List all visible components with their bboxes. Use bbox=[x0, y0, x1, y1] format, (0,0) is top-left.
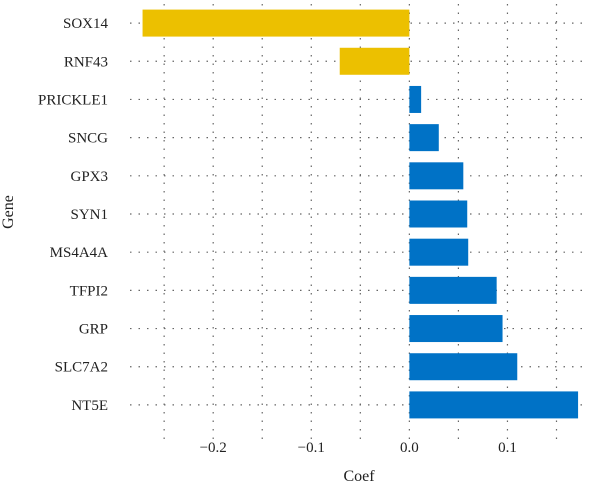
y-tick-label: SLC7A2 bbox=[55, 360, 108, 376]
y-tick-label: GRP bbox=[79, 322, 108, 338]
y-tick-label: SYN1 bbox=[70, 207, 108, 223]
bar-sncg bbox=[409, 124, 439, 152]
y-tick-label: GPX3 bbox=[70, 169, 108, 185]
bar-tfpi2 bbox=[409, 276, 497, 304]
y-tick-labels: SOX14 RNF43 PRICKLE1 SNCG GPX3 SYN1 MS4A4A TFPI… bbox=[38, 16, 109, 414]
y-tick-label: SNCG bbox=[68, 131, 108, 147]
x-tick-labels: −0.2 −0.1 0.0 0.1 bbox=[200, 440, 517, 456]
y-axis-title: Gene bbox=[0, 195, 17, 229]
x-tick-label: 0.0 bbox=[400, 440, 419, 456]
bar-grp bbox=[409, 315, 503, 343]
y-tick-label: TFPI2 bbox=[70, 283, 108, 299]
bar-rnf43 bbox=[339, 47, 410, 75]
bar-syn1 bbox=[409, 200, 468, 228]
x-tick-label: −0.1 bbox=[298, 440, 325, 456]
x-tick-label: 0.1 bbox=[498, 440, 517, 456]
bar-prickle1 bbox=[409, 85, 422, 113]
y-tick-label: MS4A4A bbox=[50, 245, 109, 261]
bar-nt5e bbox=[409, 391, 579, 419]
bar-sox14 bbox=[142, 9, 410, 37]
y-tick-label: NT5E bbox=[71, 398, 108, 414]
x-tick-label: −0.2 bbox=[200, 440, 227, 456]
y-tick-label: PRICKLE1 bbox=[38, 92, 108, 108]
bar-gpx3 bbox=[409, 162, 464, 190]
bars bbox=[142, 9, 579, 419]
bar-ms4a4a bbox=[409, 238, 469, 266]
y-tick-label: SOX14 bbox=[63, 16, 109, 32]
bar-slc7a2 bbox=[409, 353, 518, 381]
y-tick-label: RNF43 bbox=[64, 54, 108, 70]
x-axis-title: Coef bbox=[343, 468, 375, 482]
